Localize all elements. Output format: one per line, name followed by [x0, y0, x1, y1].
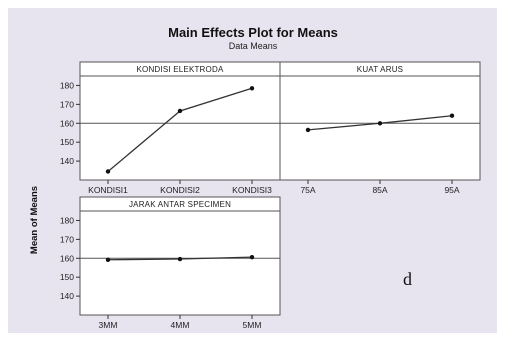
x-tick-label: 4MM	[171, 320, 190, 330]
x-tick-label: 5MM	[243, 320, 262, 330]
y-tick-label: 160	[60, 118, 74, 128]
x-tick-label: 85A	[372, 185, 387, 195]
data-point	[377, 121, 383, 126]
chart-subtitle: Data Means	[229, 41, 278, 51]
y-tick-label: 180	[60, 80, 74, 90]
data-point	[449, 113, 455, 118]
data-point	[105, 169, 111, 174]
panel-frame	[79, 61, 281, 181]
y-axis-label: Mean of Means	[29, 186, 40, 254]
y-tick-label: 150	[60, 272, 74, 282]
panel-3: JARAK ANTAR SPECIMEN 140 150 160 170 180 3MM 4M…	[60, 196, 281, 330]
data-point	[249, 254, 255, 260]
y-tick-label: 140	[60, 291, 74, 301]
y-tick-label: 140	[60, 156, 74, 166]
panel-title: JARAK ANTAR SPECIMEN	[129, 200, 231, 209]
x-tick-label: 95A	[444, 185, 459, 195]
data-point	[105, 257, 111, 262]
panel-1: KONDISI ELEKTRODA 140 150 160 170 180 KONDISI1…	[60, 61, 281, 195]
x-tick-label: KONDISI1	[88, 185, 128, 195]
data-point	[177, 256, 183, 262]
y-tick-label: 180	[60, 215, 74, 225]
y-tick-label: 160	[60, 253, 74, 263]
y-tick-label: 170	[60, 99, 74, 109]
x-tick-label: KONDISI2	[160, 185, 200, 195]
data-point	[305, 127, 311, 133]
y-tick-label: 150	[60, 137, 74, 147]
panel-title: KONDISI ELEKTRODA	[137, 65, 224, 74]
x-tick-label: 3MM	[99, 320, 118, 330]
panels-group: KONDISI ELEKTRODA 140 150 160 170 180 KONDISI1…	[60, 61, 481, 330]
data-point	[249, 86, 255, 91]
x-tick-label: KONDISI3	[232, 185, 272, 195]
panel-2: KUAT ARUS 75A 85A 95A	[279, 61, 481, 195]
x-tick-label: 75A	[300, 185, 315, 195]
panel-frame	[279, 61, 481, 181]
panel-title: KUAT ARUS	[357, 65, 403, 74]
panel-frame	[79, 196, 281, 316]
data-point	[177, 108, 183, 114]
y-tick-label: 170	[60, 234, 74, 244]
chart-title: Main Effects Plot for Means	[168, 25, 338, 40]
figure-annotation: d	[403, 269, 412, 289]
